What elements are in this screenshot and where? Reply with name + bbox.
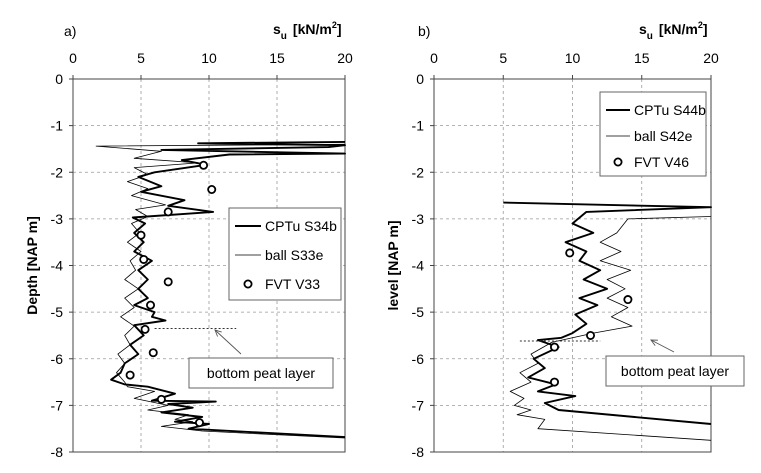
x-axis-title-unit-sup: 2 bbox=[698, 20, 703, 30]
legend-entry: ball S42e bbox=[634, 128, 693, 144]
fvt-marker bbox=[623, 295, 633, 305]
y-tick-label: -5 bbox=[51, 304, 64, 320]
fvt-marker bbox=[156, 394, 166, 404]
y-tick-label: -1 bbox=[412, 118, 425, 134]
y-tick-label: -7 bbox=[51, 397, 64, 413]
x-axis-title-main: s bbox=[273, 21, 281, 37]
fvt-marker bbox=[194, 418, 204, 428]
x-axis-title: su [kN/m2] bbox=[273, 20, 342, 42]
fvt-marker bbox=[148, 348, 158, 358]
fvt-marker bbox=[163, 207, 173, 217]
legend-swatch-marker bbox=[243, 279, 253, 289]
y-tick-label: -4 bbox=[51, 258, 64, 274]
legend-entry: CPTu S44b bbox=[634, 102, 706, 118]
x-tick-label: 5 bbox=[137, 50, 145, 66]
y-tick-label: -8 bbox=[412, 444, 425, 460]
annotation-arrow bbox=[214, 329, 242, 355]
legend-entry: ball S33e bbox=[265, 247, 324, 263]
panel-label: b) bbox=[418, 23, 430, 39]
x-axis-title: su [kN/m2] bbox=[639, 20, 708, 42]
fvt-marker bbox=[140, 324, 150, 334]
x-tick-label: 20 bbox=[337, 50, 353, 66]
y-tick-label: -6 bbox=[412, 351, 425, 367]
fvt-marker bbox=[586, 330, 596, 340]
y-axis-title: level [NAP m] bbox=[385, 221, 401, 311]
fvt-marker bbox=[565, 248, 575, 258]
x-tick-label: 15 bbox=[269, 50, 285, 66]
annotation-label: bottom peat layer bbox=[207, 365, 316, 381]
y-tick-label: -8 bbox=[51, 444, 64, 460]
y-tick-label: 0 bbox=[55, 71, 63, 87]
x-tick-label: 0 bbox=[69, 50, 77, 66]
x-axis-title-unit-sup: 2 bbox=[332, 20, 337, 30]
annotation-label: bottom peat layer bbox=[621, 363, 730, 379]
x-axis-title-sub: u bbox=[647, 31, 653, 42]
y-tick-label: -3 bbox=[51, 211, 64, 227]
fvt-marker bbox=[146, 300, 156, 310]
fvt-marker bbox=[163, 277, 173, 287]
annotation-box bbox=[188, 357, 334, 389]
y-tick-label: -2 bbox=[51, 164, 64, 180]
y-tick-label: -7 bbox=[412, 397, 425, 413]
x-tick-label: 10 bbox=[201, 50, 217, 66]
legend-entry: FVT V33 bbox=[265, 276, 320, 292]
annotation-arrowhead bbox=[214, 329, 222, 337]
legend-box bbox=[599, 91, 707, 177]
annotation-arrow bbox=[650, 339, 675, 353]
x-tick-label: 0 bbox=[430, 50, 438, 66]
series-ball-s42e-line bbox=[509, 216, 712, 441]
chart-panel-a: 0 5 10 15 20 0 -1 -2 -3 -4 -5 -6 -7 -8 a) su [kN/m2] Dept… bbox=[24, 20, 353, 460]
x-tick-label: 15 bbox=[634, 50, 650, 66]
y-tick-label: -4 bbox=[412, 258, 425, 274]
series-cptu-s34b-line bbox=[110, 140, 346, 439]
y-tick-label: 0 bbox=[416, 71, 424, 87]
y-tick-label: -1 bbox=[51, 118, 64, 134]
fvt-marker bbox=[125, 370, 135, 380]
series-fvt-v46 bbox=[549, 248, 633, 387]
series-fvt-v33 bbox=[125, 160, 217, 428]
y-tick-label: -2 bbox=[412, 164, 425, 180]
x-tick-label: 10 bbox=[565, 50, 581, 66]
x-axis-title-unit-close: ] bbox=[337, 21, 342, 37]
fvt-marker bbox=[199, 160, 209, 170]
x-axis-title-main: s bbox=[639, 21, 647, 37]
fvt-marker bbox=[549, 342, 559, 352]
legend-entry: CPTu S34b bbox=[265, 218, 337, 234]
x-axis-title-sub: u bbox=[281, 31, 287, 42]
legend: CPTu S34b ball S33e FVT V33 bbox=[228, 207, 342, 301]
chart-panel-b: 0 5 10 15 20 0 -1 -2 -3 -4 -5 -6 -7 -8 b) su [kN/m2] leve… bbox=[385, 20, 745, 460]
y-tick-label: -6 bbox=[51, 351, 64, 367]
y-tick-label: -5 bbox=[412, 304, 425, 320]
y-axis-title: Depth [NAP m] bbox=[24, 216, 40, 315]
fvt-marker bbox=[207, 185, 217, 195]
series-cptu-s44b-line bbox=[503, 201, 712, 425]
series-ball-s33e-line bbox=[95, 143, 346, 439]
fvt-marker bbox=[136, 230, 146, 240]
fvt-marker bbox=[549, 377, 559, 387]
legend: CPTu S44b ball S42e FVT V46 bbox=[599, 91, 707, 177]
x-axis-title-unit: [kN/m bbox=[293, 21, 332, 37]
y-tick-label: -3 bbox=[412, 211, 425, 227]
x-axis-title-unit: [kN/m bbox=[659, 21, 698, 37]
fvt-marker bbox=[139, 254, 149, 264]
x-axis-title-unit-close: ] bbox=[703, 21, 708, 37]
annotation-arrowhead bbox=[650, 339, 659, 346]
x-tick-label: 5 bbox=[499, 50, 507, 66]
x-tick-label: 20 bbox=[703, 50, 719, 66]
legend-swatch-marker bbox=[613, 157, 623, 167]
legend-entry: FVT V46 bbox=[634, 154, 689, 170]
panel-label: a) bbox=[64, 23, 76, 39]
annotation-box bbox=[605, 355, 745, 387]
